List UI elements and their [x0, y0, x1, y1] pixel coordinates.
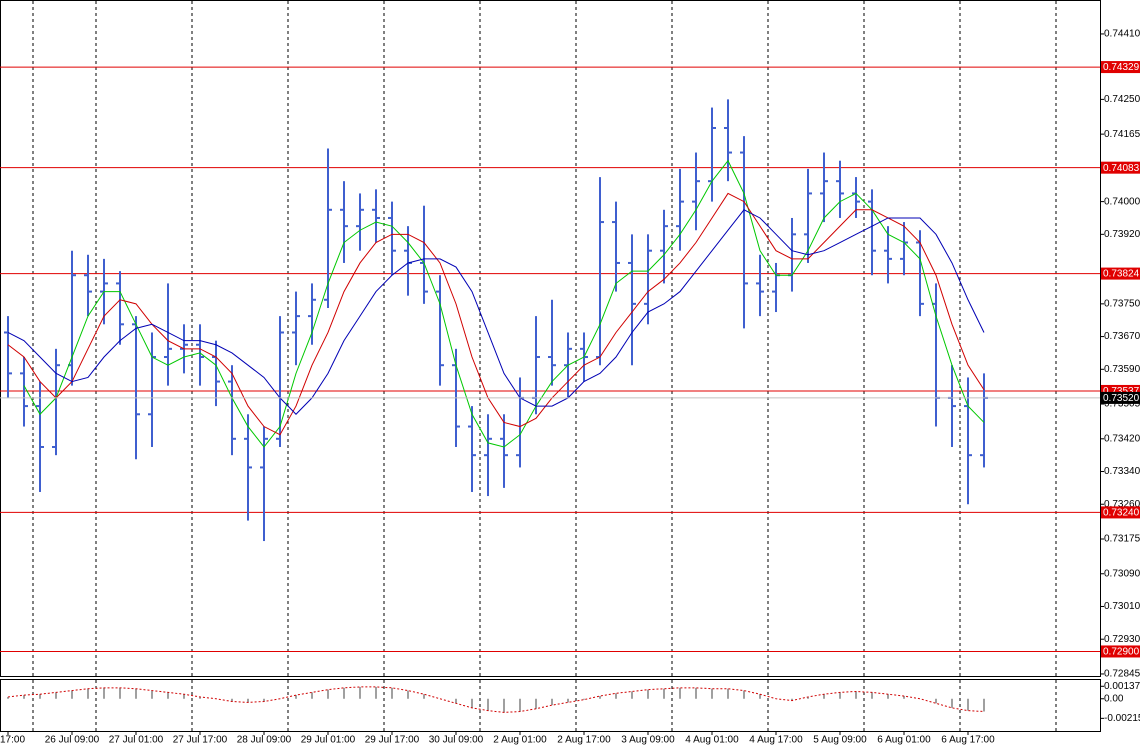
y-tick-label: 0.73090: [1104, 568, 1140, 579]
x-tick-label: 26 Jul 09:00: [45, 735, 100, 746]
level-label: 0.73537: [1103, 386, 1140, 397]
osc-frame: [0, 679, 1101, 732]
y-tick-label: 0.74410: [1104, 29, 1140, 40]
x-tick-label: 29 Jul 01:00: [301, 735, 356, 746]
moving-average: [23, 159, 985, 448]
y-tick-label: 0.73010: [1104, 601, 1140, 612]
y-tick-label: 0.72845: [1104, 669, 1140, 680]
level-label: 0.73240: [1103, 508, 1140, 519]
level-label-box: [1101, 61, 1140, 74]
current-price-box: [1101, 391, 1140, 404]
x-tick-label: 27 Jul 01:00: [109, 735, 164, 746]
x-tick-label: 28 Jul 09:00: [237, 735, 292, 746]
x-tick-label: 2 Aug 01:00: [493, 735, 547, 746]
osc-y-tick-label: 0.00: [1104, 693, 1124, 704]
osc-y-tick-label: 0.00137: [1104, 681, 1140, 692]
osc-y-tick-label: -0.00215: [1104, 713, 1140, 724]
x-tick-label: 6 Aug 01:00: [877, 735, 931, 746]
y-tick-label: 0.73340: [1104, 466, 1140, 477]
x-tick-label: 29 Jul 17:00: [365, 735, 420, 746]
moving-average: [7, 209, 985, 415]
y-tick-label: 0.74250: [1104, 94, 1140, 105]
level-label-box: [1101, 161, 1140, 174]
y-tick-label: 0.72930: [1104, 634, 1140, 645]
x-tick-label: 17:00: [0, 735, 25, 746]
y-tick-label: 0.73750: [1104, 298, 1140, 309]
level-label-box: [1101, 506, 1140, 519]
x-tick-label: 6 Aug 17:00: [941, 735, 995, 746]
level-label-box: [1101, 645, 1140, 658]
y-tick-label: 0.73590: [1104, 364, 1140, 375]
y-tick-label: 0.74000: [1104, 196, 1140, 207]
x-tick-label: 27 Jul 17:00: [173, 735, 228, 746]
level-label: 0.74329: [1103, 62, 1140, 73]
y-tick-label: 0.73260: [1104, 499, 1140, 510]
y-tick-label: 0.73420: [1104, 433, 1140, 444]
osc-signal: [7, 686, 985, 713]
y-tick-label: 0.74165: [1104, 129, 1140, 140]
main-frame: [0, 0, 1101, 677]
current-price-label: 0.73520: [1103, 393, 1140, 404]
x-tick-label: 5 Aug 09:00: [813, 735, 867, 746]
level-label: 0.74083: [1103, 163, 1140, 174]
y-tick-label: 0.73920: [1104, 229, 1140, 240]
x-tick-label: 4 Aug 17:00: [749, 735, 803, 746]
y-tick-label: 0.73505: [1104, 399, 1140, 410]
level-label-box: [1101, 267, 1140, 280]
moving-average: [7, 192, 985, 436]
level-label: 0.72900: [1103, 647, 1140, 658]
x-tick-label: 30 Jul 09:00: [429, 735, 484, 746]
x-tick-label: 3 Aug 09:00: [621, 735, 675, 746]
y-tick-label: 0.73670: [1104, 331, 1140, 342]
y-tick-label: 0.73175: [1104, 534, 1140, 545]
x-tick-label: 2 Aug 17:00: [557, 735, 611, 746]
x-tick-label: 4 Aug 01:00: [685, 735, 739, 746]
level-label: 0.73824: [1103, 269, 1140, 280]
